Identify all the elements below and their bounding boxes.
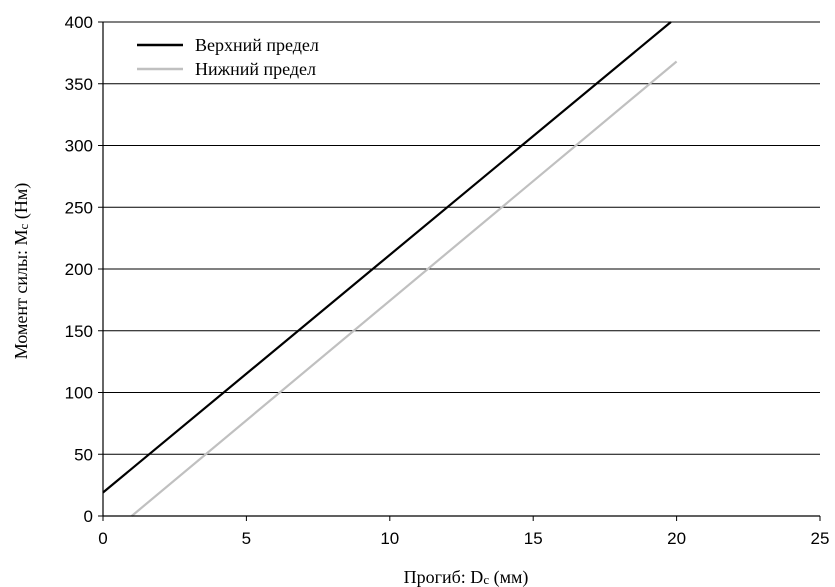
y-axis-title-unit: (Нм): [11, 183, 32, 224]
grid-lines: [103, 21, 820, 455]
x-axis-title-subscript: c: [483, 572, 489, 587]
y-tick-label-0: 0: [84, 507, 93, 526]
y-axis-title-subscript: c: [16, 223, 31, 229]
y-tick-label-200: 200: [65, 260, 93, 279]
y-tick-labels: 0 50 100 150 200 250 300 350 400: [65, 13, 103, 526]
x-tick-label-5: 5: [242, 529, 251, 548]
y-tick-label-150: 150: [65, 322, 93, 341]
y-tick-label-300: 300: [65, 137, 93, 156]
y-axis-title: Момент силы: Mc (Нм): [11, 183, 32, 359]
series-lines: [102, 21, 678, 517]
y-tick-label-250: 250: [65, 198, 93, 217]
legend: Верхний предел Нижний предел: [137, 35, 319, 79]
x-axis-title: Прогиб: Dc (мм): [404, 567, 529, 587]
legend-label-0: Верхний предел: [195, 35, 319, 55]
x-axis-title-main: Прогиб: D: [404, 567, 484, 587]
x-tick-label-20: 20: [667, 529, 686, 548]
y-tick-label-400: 400: [65, 13, 93, 32]
series-line-0: [102, 21, 672, 494]
y-tick-label-350: 350: [65, 75, 93, 94]
y-axis-title-main: Момент силы: M: [11, 229, 31, 359]
x-tick-label-15: 15: [524, 529, 543, 548]
legend-label-1: Нижний предел: [195, 59, 316, 79]
y-tick-label-50: 50: [74, 445, 93, 464]
x-tick-labels: 0 5 10 15 20 25: [98, 516, 829, 548]
series-line-1: [130, 60, 678, 517]
x-tick-label-0: 0: [98, 529, 107, 548]
y-tick-label-100: 100: [65, 384, 93, 403]
x-axis-title-unit: (мм): [489, 567, 528, 587]
x-tick-label-25: 25: [811, 529, 830, 548]
x-tick-label-10: 10: [380, 529, 399, 548]
